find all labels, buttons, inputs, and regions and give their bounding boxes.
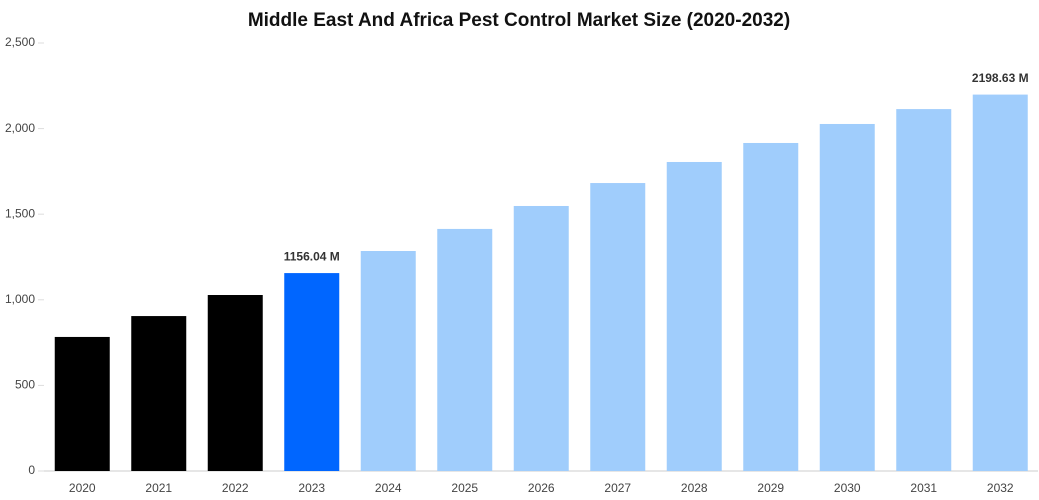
bar <box>437 228 493 471</box>
x-tick-label: 2026 <box>528 481 555 495</box>
bar <box>743 142 799 471</box>
bar <box>896 109 952 472</box>
x-tick-label: 2021 <box>145 481 172 495</box>
bar <box>972 94 1028 471</box>
x-tick-label: 2031 <box>910 481 937 495</box>
bar <box>590 183 646 471</box>
x-tick-label: 2032 <box>987 481 1014 495</box>
y-tick-label: 1,000 <box>5 292 35 306</box>
bar <box>54 336 110 471</box>
bar <box>360 251 416 471</box>
x-tick-label: 2029 <box>757 481 784 495</box>
x-tick-label: 2022 <box>222 481 249 495</box>
chart-title: Middle East And Africa Pest Control Mark… <box>248 10 790 31</box>
value-label: 1156.04 M <box>284 249 340 263</box>
x-tick-label: 2030 <box>834 481 861 495</box>
y-tick-label: 500 <box>15 378 35 392</box>
y-tick-label: 2,500 <box>5 35 35 49</box>
y-tick-label: 1,500 <box>5 206 35 220</box>
x-tick-label: 2027 <box>604 481 631 495</box>
bar <box>666 161 722 471</box>
x-tick-label: 2020 <box>69 481 96 495</box>
x-tick-label: 2028 <box>681 481 708 495</box>
bar <box>131 316 187 471</box>
y-tick-label: 0 <box>28 463 35 477</box>
bar <box>207 295 263 471</box>
value-label: 2198.63 M <box>972 71 1029 85</box>
x-tick-label: 2025 <box>451 481 478 495</box>
bar <box>513 205 569 471</box>
x-tick-label: 2024 <box>375 481 402 495</box>
x-tick-label: 2023 <box>298 481 325 495</box>
y-tick-label: 2,000 <box>5 121 35 135</box>
bar <box>284 273 340 471</box>
bar <box>819 123 875 471</box>
